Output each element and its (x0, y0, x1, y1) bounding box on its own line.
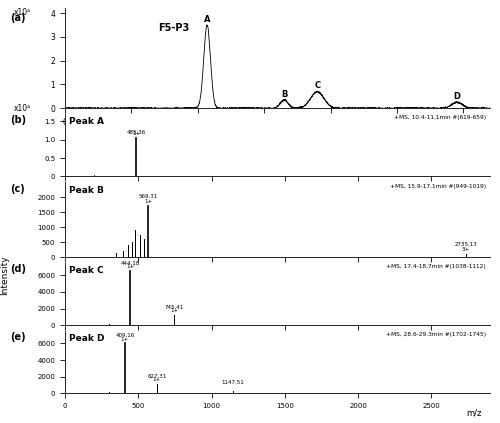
Text: Peak D: Peak D (69, 334, 105, 343)
Text: D: D (454, 92, 460, 101)
Text: (b): (b) (10, 115, 26, 125)
Text: 1+: 1+ (126, 264, 134, 269)
Text: B: B (281, 90, 287, 99)
Text: Intensity: Intensity (0, 255, 10, 295)
Text: 485.36: 485.36 (126, 129, 146, 135)
Text: 1147.51: 1147.51 (222, 380, 244, 385)
Text: Peak B: Peak B (69, 186, 104, 195)
Text: 1+: 1+ (153, 377, 161, 382)
Text: 3+: 3+ (462, 247, 470, 252)
Text: (c): (c) (10, 184, 24, 194)
Text: A: A (204, 15, 210, 24)
Text: +MS, 15.9-17.1min #(949-1019): +MS, 15.9-17.1min #(949-1019) (390, 184, 486, 189)
Text: 2735.13: 2735.13 (454, 242, 477, 247)
Text: F5-P3: F5-P3 (158, 23, 190, 33)
Text: 409.16: 409.16 (116, 333, 134, 338)
Text: (e): (e) (10, 332, 26, 342)
Text: (d): (d) (10, 264, 26, 274)
Text: (a): (a) (10, 14, 25, 23)
Text: +MS, 17.4-18.7min #(1038-1112): +MS, 17.4-18.7min #(1038-1112) (386, 264, 486, 269)
Text: m/z: m/z (466, 409, 481, 418)
Text: 1+: 1+ (170, 308, 178, 313)
Text: Time (min): Time (min) (448, 126, 490, 135)
Text: 569.31: 569.31 (139, 195, 158, 199)
Text: x10⁴: x10⁴ (14, 8, 31, 17)
Text: Peak A: Peak A (69, 117, 104, 126)
Text: +MS, 28.6-29.3min #(1702-1745): +MS, 28.6-29.3min #(1702-1745) (386, 332, 486, 337)
Text: 627.31: 627.31 (148, 374, 167, 379)
Text: Peak C: Peak C (69, 266, 104, 275)
Text: x10⁴: x10⁴ (14, 104, 31, 113)
Text: 745.41: 745.41 (164, 305, 184, 310)
Text: 1+: 1+ (121, 337, 129, 342)
Text: 1+: 1+ (132, 132, 140, 137)
Text: +MS, 10.4-11.1min #(619-659): +MS, 10.4-11.1min #(619-659) (394, 115, 486, 120)
Text: 1+: 1+ (144, 199, 152, 204)
Text: C: C (314, 82, 320, 91)
Text: 444.18: 444.18 (120, 261, 140, 266)
